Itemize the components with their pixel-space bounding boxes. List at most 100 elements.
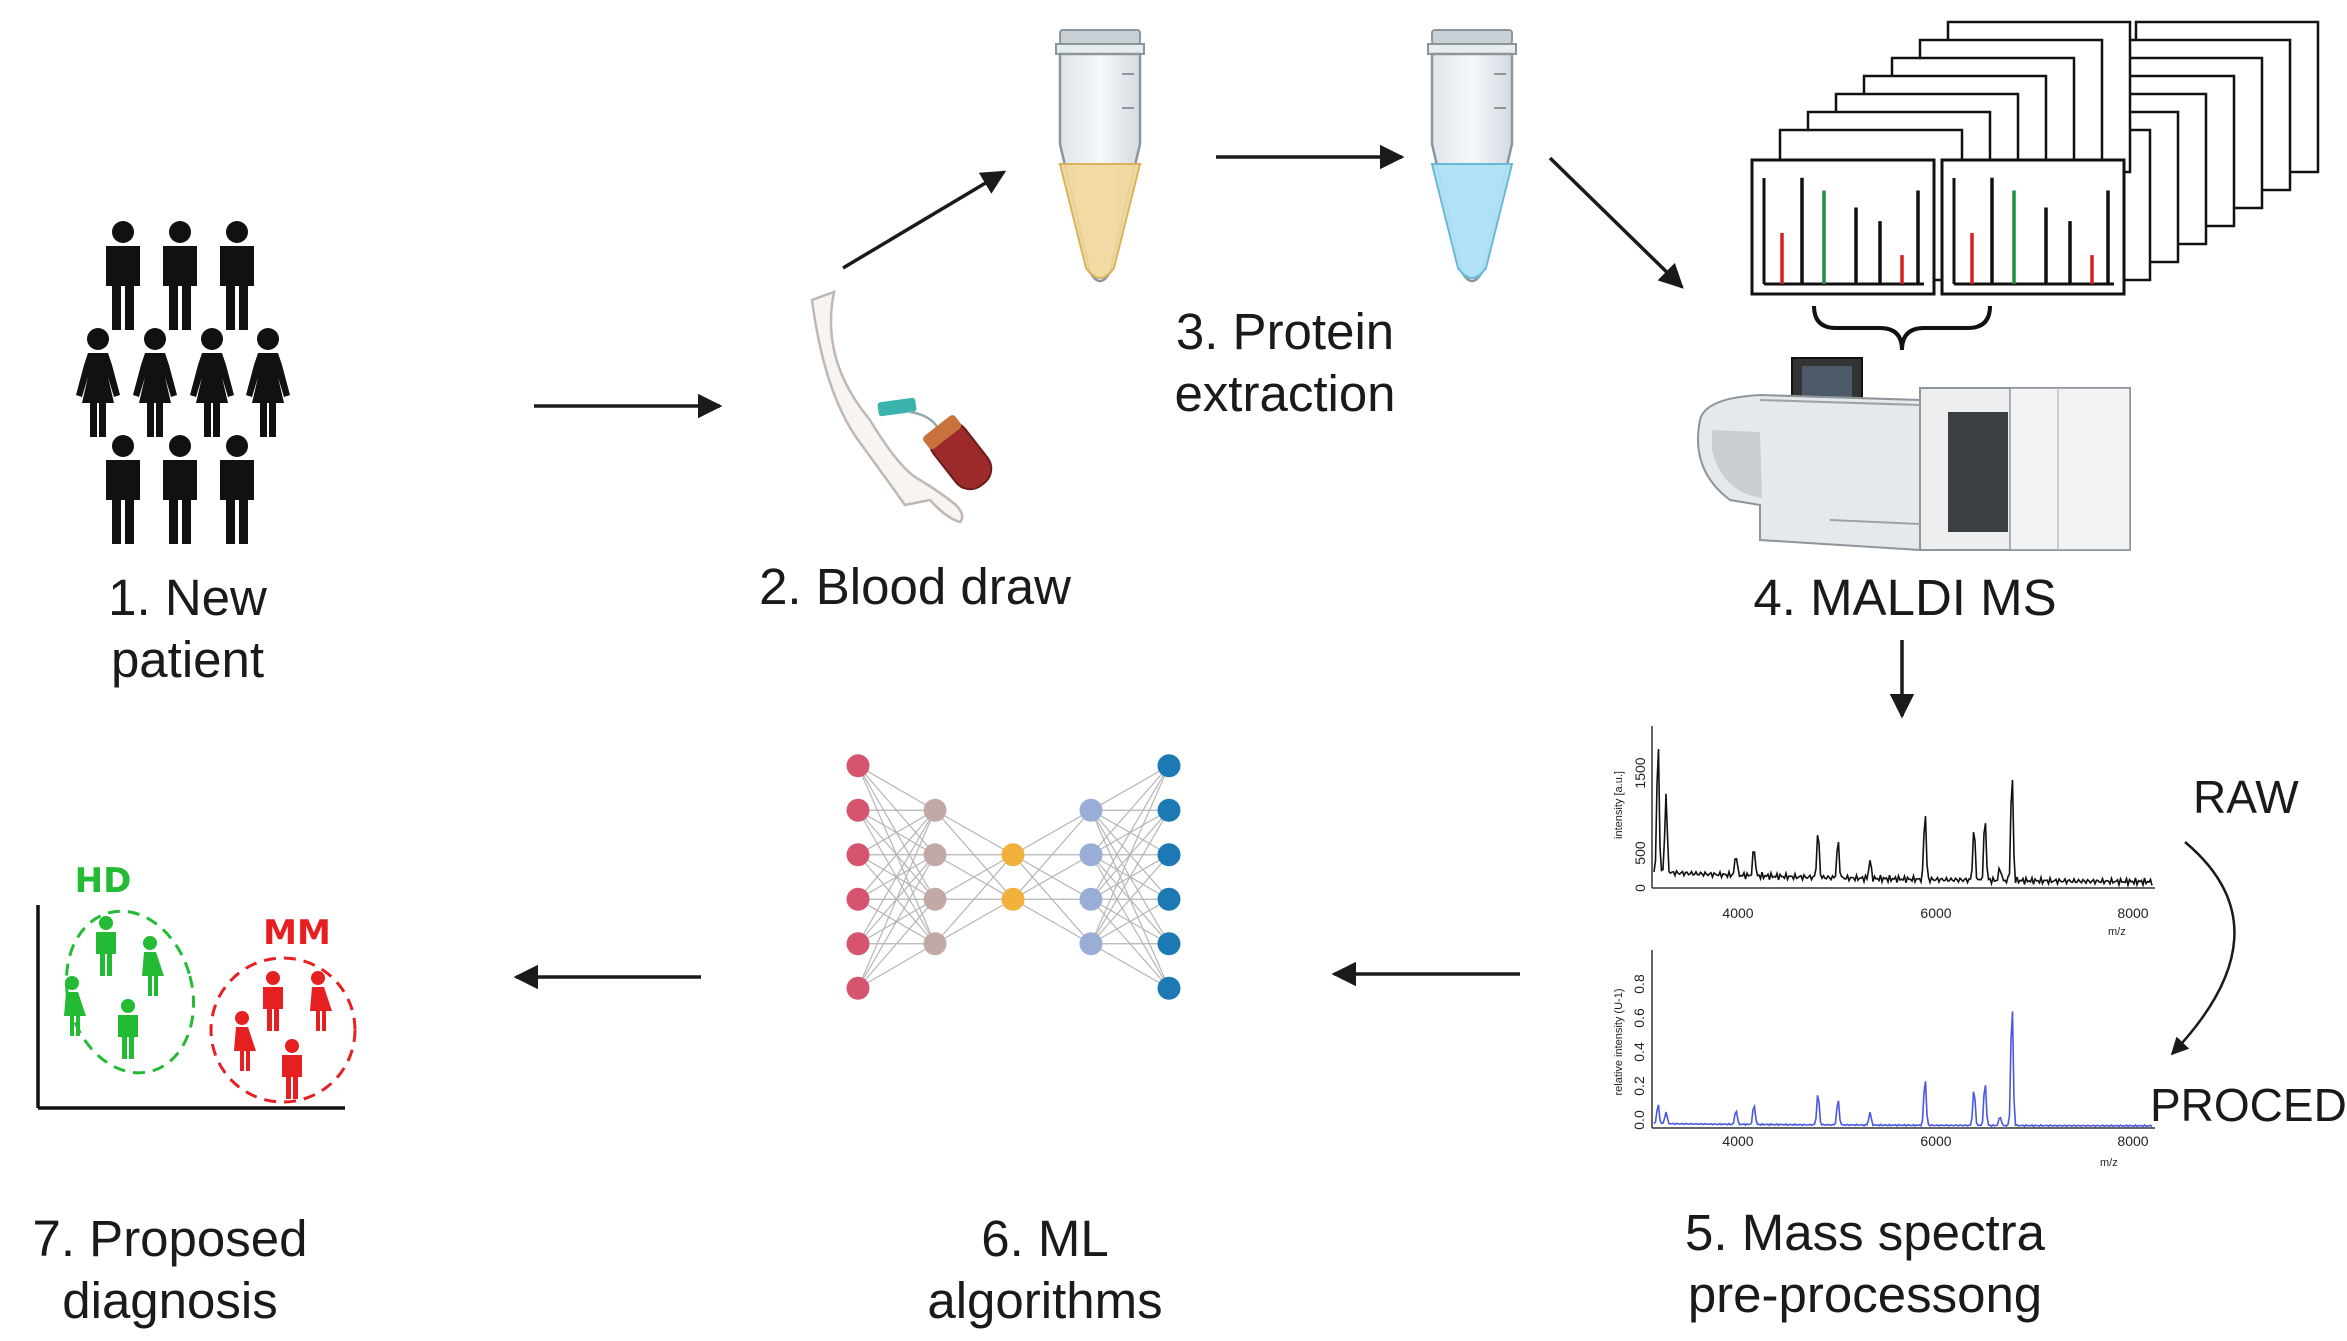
processed-spectrum-plot	[1651, 950, 2155, 1129]
processed-label: PROCED	[2150, 1079, 2347, 1131]
proc-xlabel: m/z	[2100, 1157, 2118, 1169]
nn-edge	[857, 765, 936, 811]
step-7-label: 7. Proposed diagnosis	[15, 1208, 325, 1332]
nn-edge	[1090, 765, 1170, 900]
diagnosis-cluster-plot: HD MM	[36, 861, 357, 1110]
nn-edge	[934, 854, 1014, 945]
proc-ylabel: relative intensity (U-1)	[1613, 989, 1625, 1096]
mm-cluster	[209, 956, 357, 1104]
flow-arrows	[513, 144, 2236, 1056]
spectrum-card-front	[1750, 158, 1936, 296]
proc-ytick-08: 0.8	[1631, 974, 1647, 994]
nn-edge	[1012, 809, 1092, 900]
nn-node	[1157, 843, 1181, 867]
arrow-3-to-4	[1548, 156, 1684, 289]
nn-edge	[934, 898, 1014, 945]
step-2-label: 2. Blood draw	[735, 556, 1095, 618]
nn-edge	[857, 809, 936, 856]
nn-node	[846, 932, 870, 956]
step-6-line1: 6. ML	[981, 1210, 1109, 1267]
nn-node	[846, 798, 870, 822]
nn-edge	[1090, 765, 1170, 944]
step-7-line1: 7. Proposed	[32, 1210, 308, 1267]
nn-node	[1157, 976, 1181, 1000]
raw-xlabel: m/z	[2108, 926, 2126, 938]
nn-node	[1001, 843, 1025, 867]
step-4-label: 4. MALDI MS	[1725, 567, 2085, 629]
raw-ytick-0: 0	[1632, 884, 1648, 892]
mm-label: MM	[263, 913, 331, 953]
raw-ylabel: intensity [a.u.]	[1613, 771, 1625, 839]
spectra-stack-icon	[1750, 20, 2320, 296]
nn-node	[1157, 798, 1181, 822]
proc-xtick-4000: 4000	[1722, 1133, 1753, 1149]
step-4-line1: 4. MALDI MS	[1753, 569, 2057, 626]
nn-edge	[934, 809, 1014, 856]
step-5-label: 5. Mass spectra pre-processong	[1645, 1202, 2085, 1326]
nn-edge	[857, 809, 936, 945]
nn-edge	[1090, 898, 1170, 945]
raw-label: RAW	[2193, 771, 2299, 823]
raw-to-processed-arrow	[2170, 841, 2236, 1056]
nn-edge	[857, 810, 936, 989]
raw-xtick-6000: 6000	[1920, 905, 1951, 921]
nn-node	[923, 932, 947, 956]
step-5-line2: pre-processong	[1687, 1266, 2043, 1323]
nn-edge	[857, 854, 936, 989]
nn-edge	[1090, 765, 1170, 856]
nn-node	[1079, 843, 1103, 867]
raw-xtick-4000: 4000	[1722, 905, 1753, 921]
step-5-line1: 5. Mass spectra	[1685, 1204, 2045, 1261]
patients-crowd-icon	[76, 221, 290, 544]
step-1-line2: patient	[110, 631, 265, 688]
nn-node	[1157, 754, 1181, 778]
nn-edge	[857, 898, 936, 989]
nn-node	[923, 887, 947, 911]
protein-extract-tube-icon	[1426, 28, 1518, 283]
step-2-line1: 2. Blood draw	[759, 558, 1071, 615]
hd-label: HD	[75, 861, 132, 901]
proc-ytick-06: 0.6	[1631, 1008, 1647, 1028]
nn-node	[846, 754, 870, 778]
nn-node	[1079, 798, 1103, 822]
step-7-line2: diagnosis	[62, 1272, 278, 1329]
nn-edge	[1090, 765, 1170, 811]
neural-network-icon	[846, 754, 1181, 1000]
nn-node	[1079, 932, 1103, 956]
plasma-tube-icon	[1054, 28, 1146, 283]
bracket-icon	[1812, 305, 1992, 351]
arrow-2-to-3a	[842, 170, 1007, 270]
proc-ytick-02: 0.2	[1631, 1076, 1647, 1096]
nn-edge	[1090, 943, 1170, 989]
step-6-line2: algorithms	[927, 1272, 1163, 1329]
nn-node	[846, 976, 870, 1000]
step-3-line1: 3. Protein	[1175, 303, 1395, 360]
maldi-instrument-icon	[1697, 357, 2131, 552]
nn-edge	[1012, 854, 1092, 900]
nn-node	[1157, 932, 1181, 956]
spectrum-card-front	[1940, 158, 2126, 296]
proc-xtick-8000: 8000	[2117, 1133, 2148, 1149]
nn-node	[846, 887, 870, 911]
arm-blood-draw-icon	[810, 290, 993, 524]
nn-edge	[1090, 809, 1170, 945]
nn-node	[1001, 887, 1025, 911]
step-1-line1: 1. New	[108, 569, 267, 626]
nn-edge	[857, 943, 936, 989]
nn-edge	[1090, 854, 1170, 945]
raw-ytick-500: 500	[1632, 841, 1648, 865]
nn-edge	[857, 809, 936, 900]
proc-xtick-6000: 6000	[1920, 1133, 1951, 1149]
step-3-line2: extraction	[1174, 365, 1396, 422]
step-3-label: 3. Protein extraction	[1140, 301, 1430, 425]
raw-spectrum-plot	[1651, 726, 2155, 889]
nn-node	[923, 843, 947, 867]
nn-edge	[1012, 809, 1092, 856]
step-1-label: 1. New patient	[80, 567, 295, 691]
proc-ytick-0: 0.0	[1631, 1110, 1647, 1130]
nn-node	[1079, 887, 1103, 911]
raw-ytick-1500: 1500	[1632, 757, 1648, 788]
nn-edge	[934, 854, 1014, 900]
raw-xtick-8000: 8000	[2117, 905, 2148, 921]
